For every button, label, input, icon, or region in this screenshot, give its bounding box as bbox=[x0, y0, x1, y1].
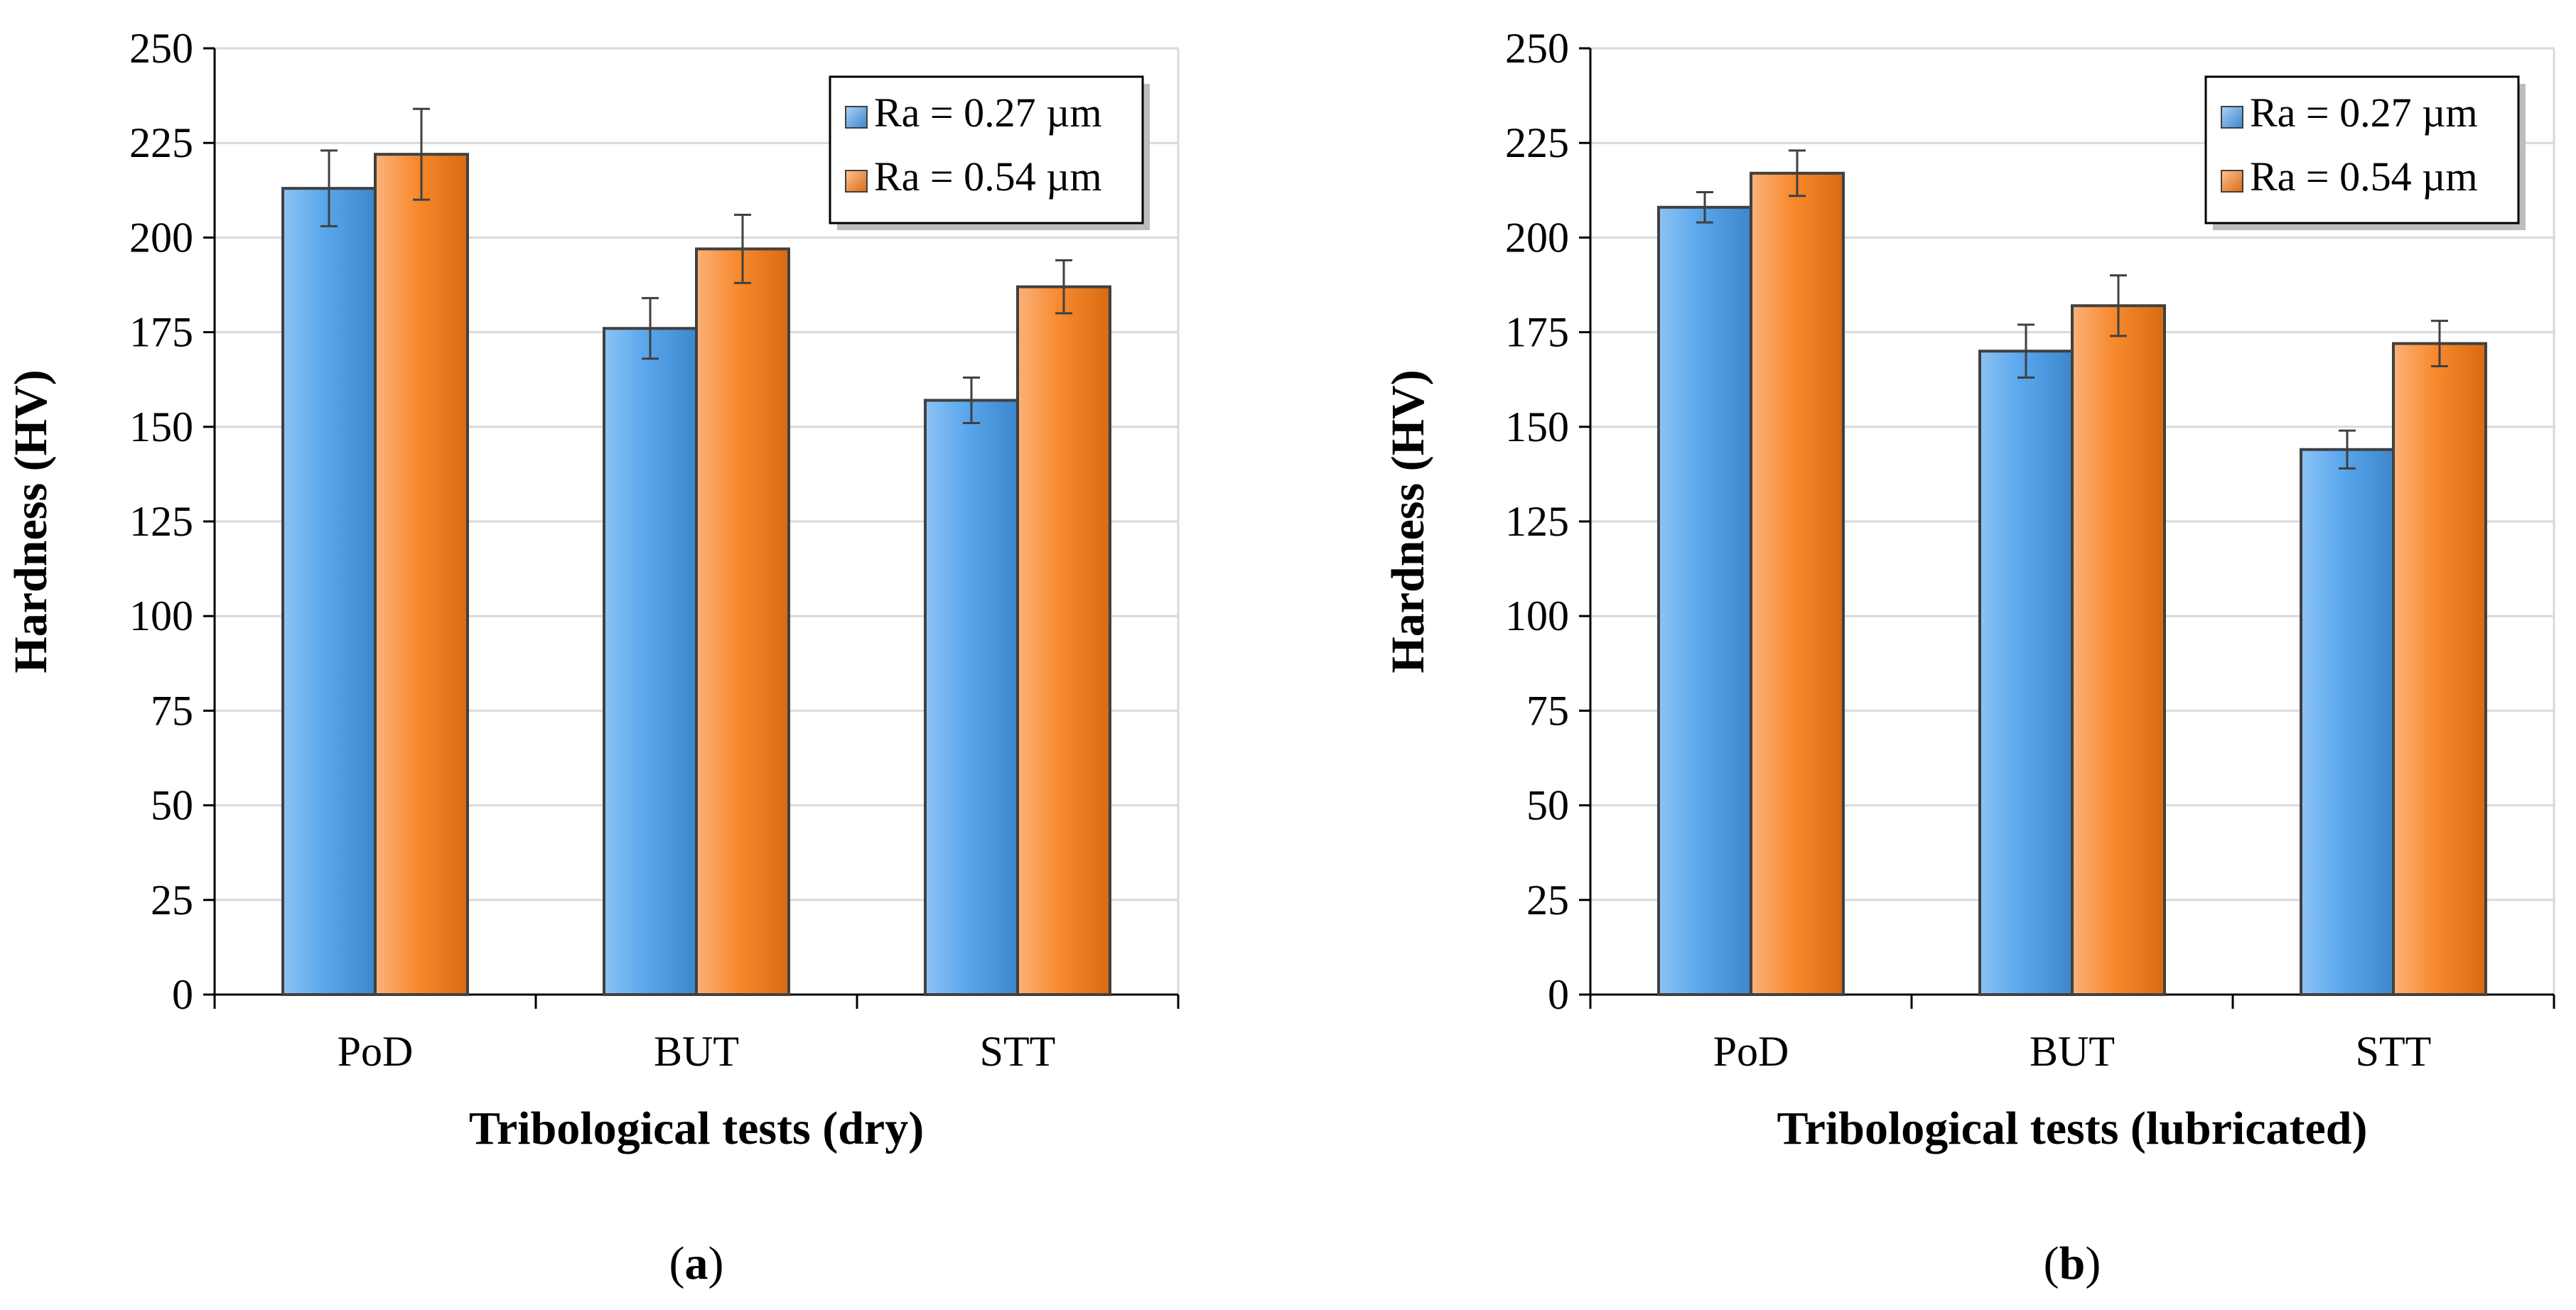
y-tick-label: 225 bbox=[1505, 119, 1569, 166]
y-tick-label: 175 bbox=[1505, 309, 1569, 356]
legend-box bbox=[2204, 75, 2520, 224]
legend-swatch-series-2 bbox=[2221, 170, 2243, 193]
panel-caption: (a) bbox=[669, 1238, 724, 1289]
y-tick-label: 50 bbox=[1526, 782, 1569, 829]
error-bar bbox=[2431, 320, 2448, 368]
y-tick-label: 100 bbox=[1505, 592, 1569, 639]
error-bar bbox=[320, 149, 338, 227]
y-tick-label: 125 bbox=[1505, 498, 1569, 545]
x-tick-label: PoD bbox=[338, 1028, 414, 1075]
caption-open-paren: ( bbox=[2044, 1238, 2059, 1289]
y-tick-label: 100 bbox=[129, 592, 193, 639]
x-axis-title: Tribological tests (dry) bbox=[469, 1103, 924, 1154]
caption-letter: a bbox=[685, 1238, 708, 1289]
x-tick-label: STT bbox=[2356, 1028, 2432, 1075]
x-tick-label: STT bbox=[980, 1028, 1056, 1075]
y-axis-title: Hardness (HV) bbox=[1382, 369, 1434, 673]
bar-series-1-but bbox=[603, 327, 698, 997]
caption-close-paren: ) bbox=[2085, 1238, 2101, 1289]
error-bar bbox=[1696, 190, 1713, 224]
legend-swatch-series-1 bbox=[845, 106, 868, 129]
error-bar bbox=[734, 213, 751, 284]
y-tick-label: 75 bbox=[1526, 687, 1569, 734]
legend-swatch-series-2 bbox=[845, 170, 868, 193]
legend-label-series-2: Ra = 0.54 µm bbox=[2250, 153, 2478, 200]
bar-series-2-but bbox=[2071, 304, 2166, 996]
bar-series-2-stt bbox=[2392, 342, 2487, 997]
x-tick-label: BUT bbox=[2030, 1028, 2115, 1075]
error-bar bbox=[2110, 274, 2127, 337]
y-axis-title: Hardness (HV) bbox=[5, 369, 57, 673]
y-tick-label: 0 bbox=[1548, 971, 1569, 1018]
error-bar bbox=[413, 107, 430, 201]
x-tick-label: BUT bbox=[654, 1028, 739, 1075]
y-tick-label: 200 bbox=[1505, 214, 1569, 261]
error-bar bbox=[642, 297, 659, 360]
y-tick-label: 75 bbox=[151, 687, 193, 734]
legend: Ra = 0.27 µm Ra = 0.54 µm bbox=[829, 75, 1150, 230]
chart-panel-b: 0 25 50 75 100 125 150 175 200 225 250 PoD BUT STT Har… bbox=[1382, 25, 2555, 1289]
x-tick-label: PoD bbox=[1713, 1028, 1789, 1075]
caption-open-paren: ( bbox=[669, 1238, 685, 1289]
bar-series-1-pod bbox=[281, 187, 377, 996]
error-bar bbox=[1789, 149, 1806, 197]
y-tick-label: 250 bbox=[129, 25, 193, 72]
x-axis-title: Tribological tests (lubricated) bbox=[1777, 1103, 2368, 1154]
bar-series-2-stt bbox=[1016, 285, 1111, 996]
y-tick-label: 25 bbox=[1526, 877, 1569, 924]
y-tick-label: 175 bbox=[129, 309, 193, 356]
legend: Ra = 0.27 µm Ra = 0.54 µm bbox=[2204, 75, 2526, 230]
bar-series-1-but bbox=[1978, 350, 2074, 996]
legend-swatch-series-1 bbox=[2221, 106, 2243, 129]
y-tick-label: 150 bbox=[1505, 404, 1569, 450]
y-tick-label: 200 bbox=[129, 214, 193, 261]
legend-label-series-1: Ra = 0.27 µm bbox=[874, 90, 1102, 136]
legend-label-series-2: Ra = 0.54 µm bbox=[874, 153, 1102, 200]
caption-letter: b bbox=[2059, 1238, 2086, 1289]
error-bar bbox=[1055, 259, 1072, 315]
legend-label-series-1: Ra = 0.27 µm bbox=[2250, 90, 2478, 136]
y-tick-label: 0 bbox=[172, 971, 193, 1018]
bar-series-1-stt bbox=[2300, 448, 2395, 996]
error-bar bbox=[2017, 323, 2035, 379]
bar-series-1-stt bbox=[924, 399, 1019, 996]
y-tick-label: 25 bbox=[151, 877, 193, 924]
y-tick-label: 50 bbox=[151, 782, 193, 829]
bar-series-2-pod bbox=[1750, 171, 1845, 997]
y-tick-label: 125 bbox=[129, 498, 193, 545]
chart-panel-a: 0 25 50 75 100 125 150 175 200 225 250 PoD BUT STT Har… bbox=[5, 25, 1180, 1289]
y-tick-label: 250 bbox=[1505, 25, 1569, 72]
error-bar bbox=[963, 377, 980, 424]
bar-series-2-but bbox=[695, 247, 790, 996]
y-tick-label: 150 bbox=[129, 404, 193, 450]
legend-box bbox=[829, 75, 1144, 224]
bar-series-1-pod bbox=[1657, 205, 1752, 996]
caption-close-paren: ) bbox=[708, 1238, 724, 1289]
error-bar bbox=[2339, 429, 2356, 470]
y-tick-label: 225 bbox=[129, 119, 193, 166]
bar-series-2-pod bbox=[374, 153, 469, 997]
panel-caption: (b) bbox=[2044, 1238, 2101, 1289]
